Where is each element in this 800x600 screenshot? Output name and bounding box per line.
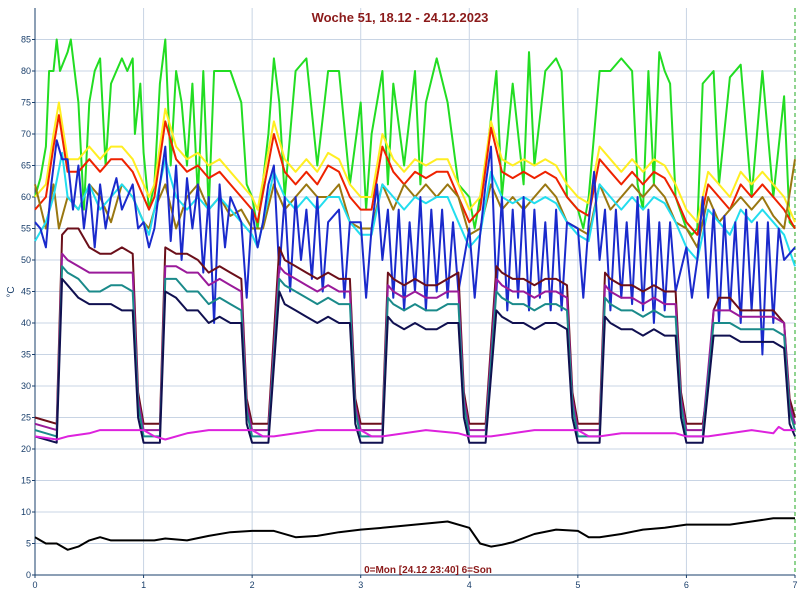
x-tick-label: 7 <box>792 580 797 590</box>
y-tick-label: 55 <box>21 224 31 234</box>
y-tick-label: 70 <box>21 129 31 139</box>
y-tick-label: 80 <box>21 66 31 76</box>
chart-footer: 0=Mon [24.12 23:40] 6=Son <box>364 565 492 576</box>
y-tick-label: 60 <box>21 192 31 202</box>
series-line-5 <box>34 151 796 267</box>
y-tick-label: 10 <box>21 507 31 517</box>
series-line-2 <box>34 101 796 224</box>
y-axis-label: °C <box>6 286 17 297</box>
x-tick-label: 3 <box>358 580 363 590</box>
series-group <box>34 38 796 551</box>
y-tick-label: 45 <box>21 287 31 297</box>
series-line-10 <box>34 277 796 444</box>
series-line-4 <box>34 159 796 249</box>
series-line-12 <box>34 517 795 551</box>
series-line-11 <box>34 425 795 441</box>
y-tick-label: 15 <box>21 476 31 486</box>
y-tick-label: 40 <box>21 318 31 328</box>
x-tick-label: 6 <box>684 580 689 590</box>
y-tick-label: 85 <box>21 35 31 45</box>
x-tick-label: 4 <box>467 580 472 590</box>
x-tick-label: 1 <box>141 580 146 590</box>
y-tick-label: 65 <box>21 161 31 171</box>
series-line-6 <box>34 139 796 356</box>
y-tick-label: 0 <box>26 570 31 580</box>
y-tick-label: 30 <box>21 381 31 391</box>
y-tick-label: 75 <box>21 98 31 108</box>
y-tick-label: 5 <box>26 539 31 549</box>
chart-title: Woche 51, 18.12 - 24.12.2023 <box>312 10 489 25</box>
y-tick-label: 35 <box>21 350 31 360</box>
y-tick-label: 50 <box>21 255 31 265</box>
x-tick-label: 2 <box>250 580 255 590</box>
x-tick-label: 0 <box>32 580 37 590</box>
y-tick-label: 25 <box>21 413 31 423</box>
y-tick-label: 20 <box>21 444 31 454</box>
axes <box>32 8 796 578</box>
x-tick-label: 5 <box>575 580 580 590</box>
